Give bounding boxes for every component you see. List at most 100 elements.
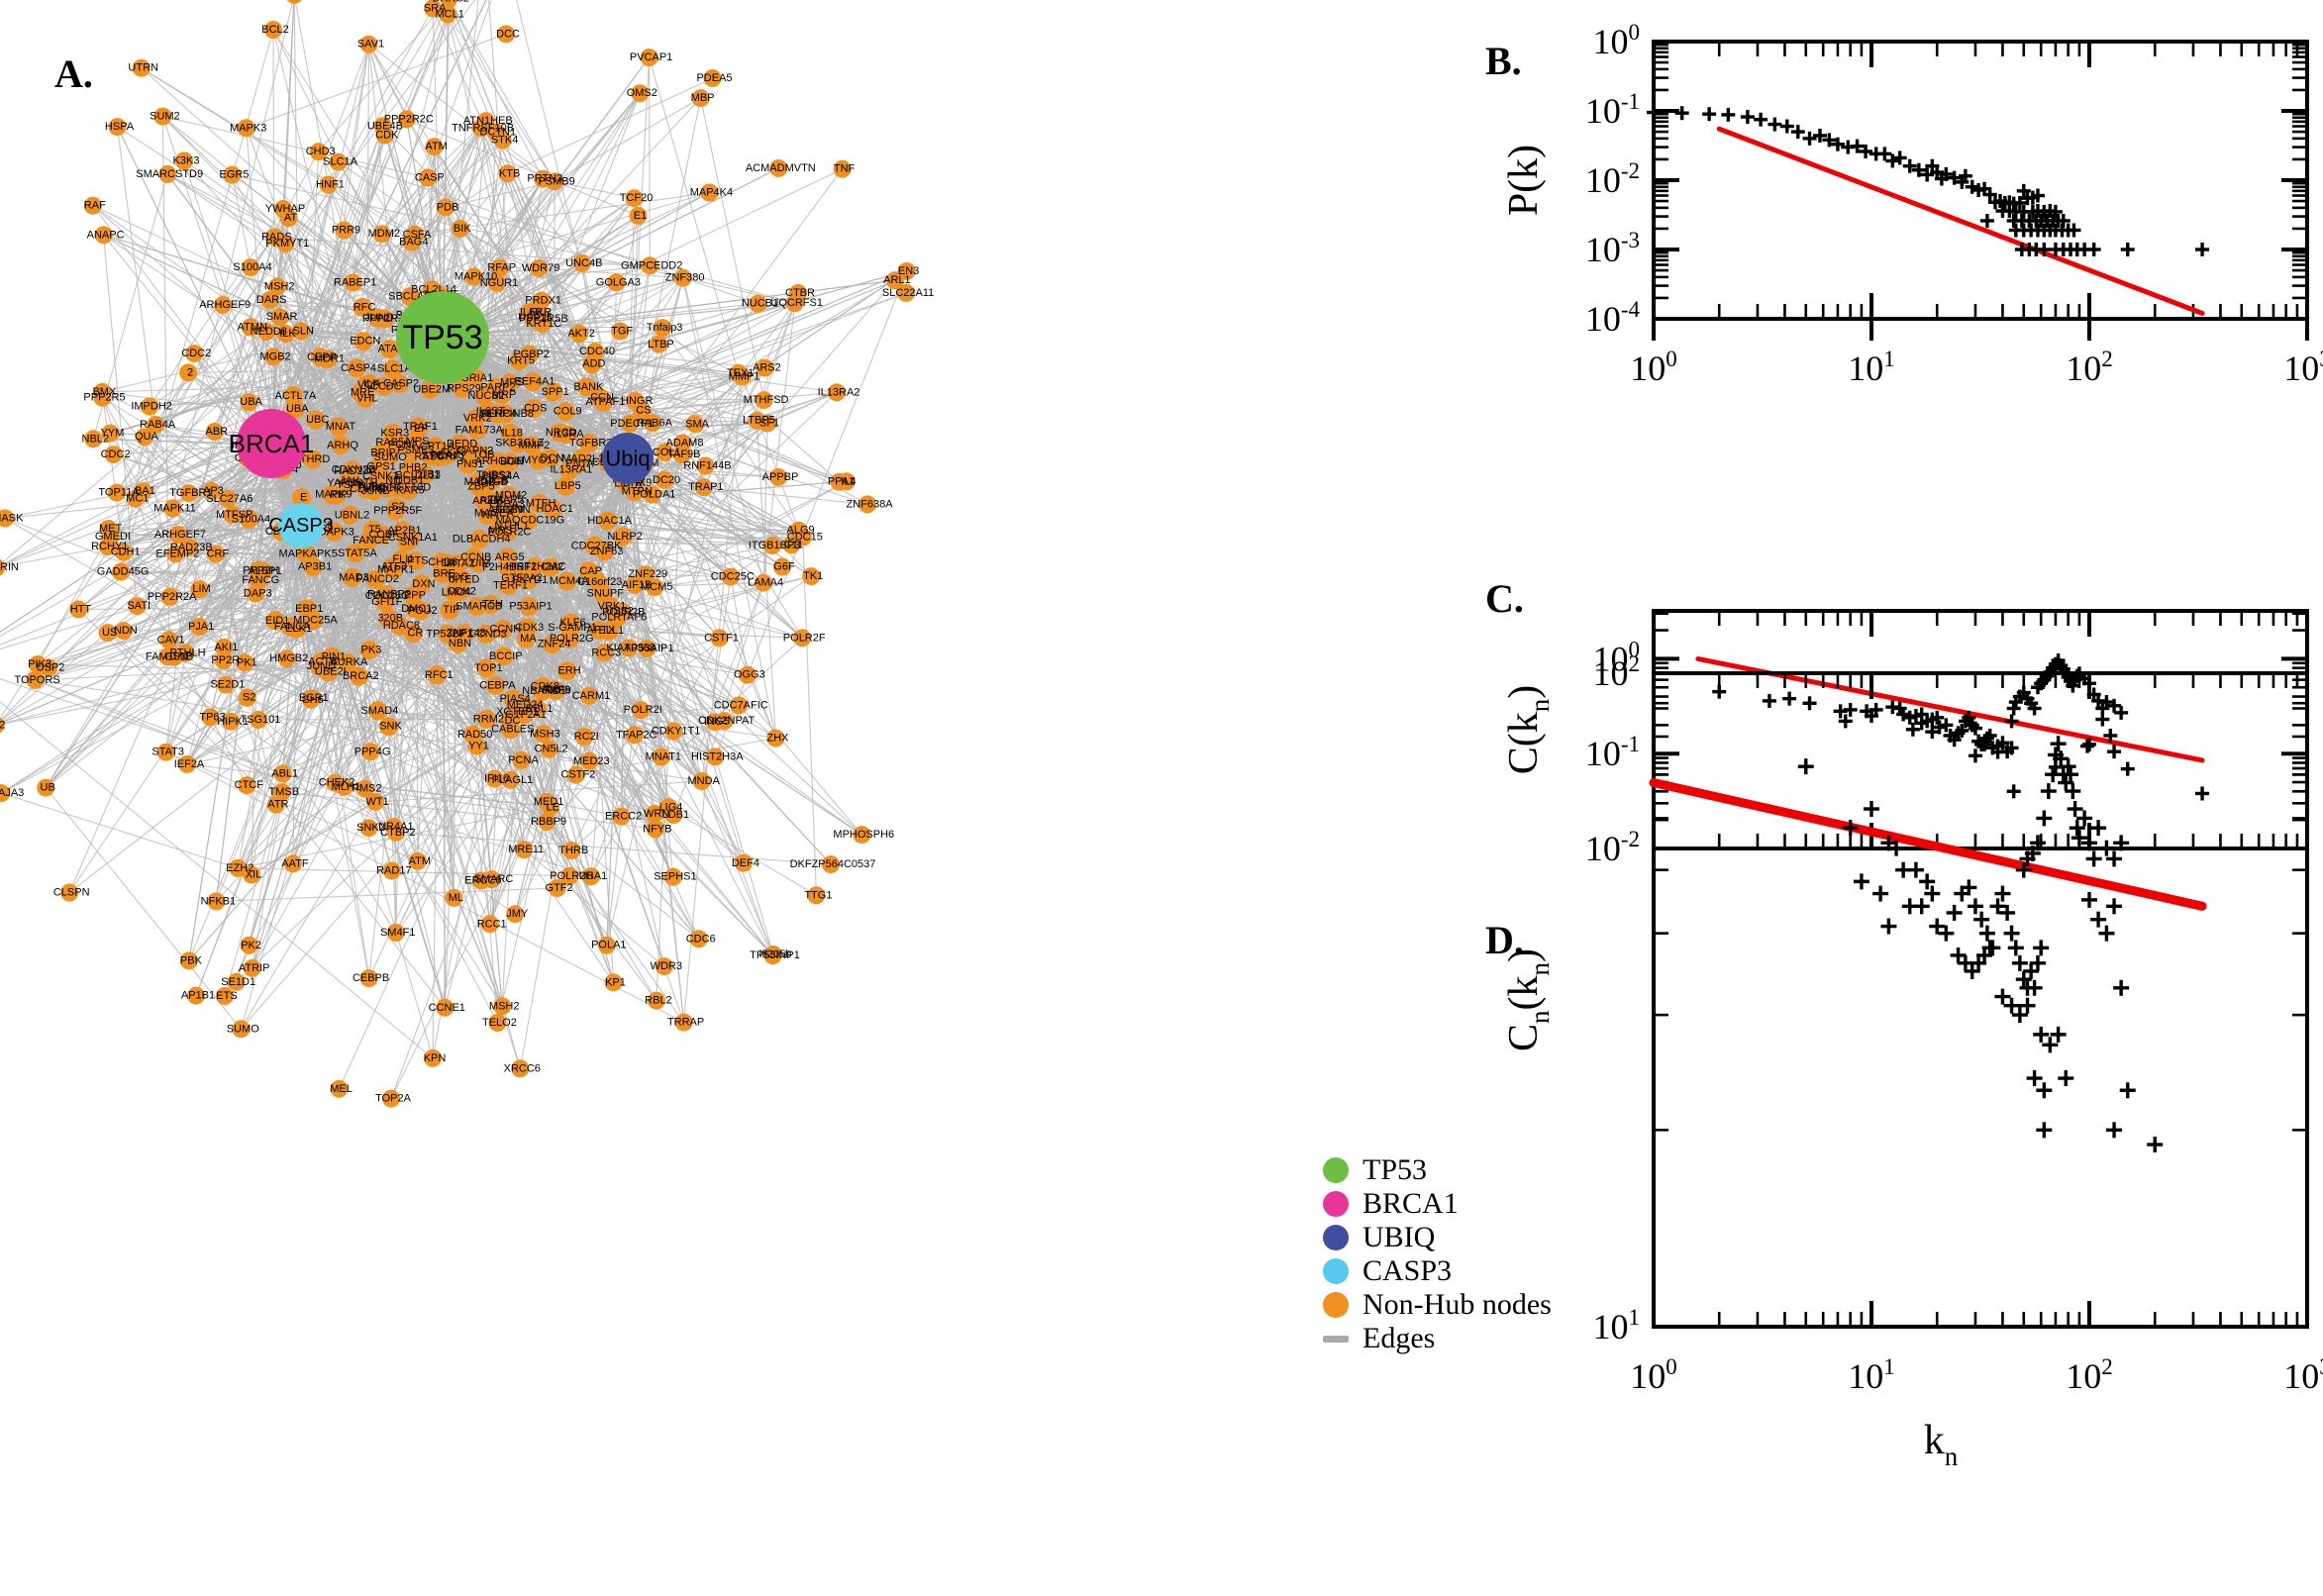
network-node[interactable] — [243, 865, 260, 884]
network-node[interactable] — [232, 1020, 251, 1039]
network-node[interactable] — [598, 511, 618, 531]
network-node[interactable] — [647, 991, 665, 1010]
network-node[interactable] — [738, 665, 757, 684]
network-node[interactable] — [785, 294, 804, 313]
network-node[interactable] — [0, 784, 11, 803]
network-node[interactable] — [104, 446, 123, 464]
network-node[interactable] — [773, 557, 791, 576]
network-node[interactable] — [326, 773, 345, 792]
network-node[interactable] — [518, 511, 538, 531]
network-node[interactable] — [445, 888, 463, 907]
network-node[interactable] — [755, 391, 773, 410]
network-node[interactable] — [202, 481, 221, 500]
network-node[interactable] — [406, 465, 426, 485]
network-node[interactable] — [476, 658, 496, 678]
network-node[interactable] — [240, 936, 258, 954]
network-node[interactable] — [374, 376, 394, 396]
network-node[interactable] — [729, 363, 748, 382]
network-node[interactable] — [562, 842, 581, 860]
network-node[interactable] — [485, 769, 504, 788]
network-node[interactable] — [853, 826, 871, 845]
network-node[interactable] — [405, 599, 425, 619]
network-node[interactable] — [329, 417, 349, 437]
network-node[interactable] — [471, 119, 490, 138]
network-node[interactable] — [382, 861, 401, 880]
network-node[interactable] — [530, 258, 549, 277]
network-node[interactable] — [249, 711, 267, 729]
network-node[interactable] — [897, 283, 916, 302]
network-node[interactable] — [828, 383, 846, 402]
network-node[interactable] — [689, 930, 708, 948]
network-node[interactable] — [533, 681, 553, 701]
network-node[interactable] — [858, 495, 876, 514]
network-node[interactable] — [412, 574, 432, 594]
network-node[interactable] — [365, 569, 385, 589]
network-node[interactable] — [236, 653, 254, 672]
network-node[interactable] — [556, 425, 576, 445]
network-node[interactable] — [477, 709, 496, 729]
network-node[interactable] — [83, 196, 102, 215]
network-node[interactable] — [240, 393, 258, 412]
network-node[interactable] — [287, 619, 306, 639]
network-node[interactable] — [621, 415, 640, 433]
network-node[interactable] — [576, 377, 596, 397]
network-node[interactable] — [686, 415, 705, 434]
network-node[interactable] — [503, 689, 523, 709]
network-node[interactable] — [807, 886, 826, 905]
network-node[interactable] — [436, 998, 454, 1017]
network-node[interactable] — [597, 936, 616, 954]
network-node[interactable] — [498, 576, 518, 595]
network-node[interactable] — [756, 358, 774, 377]
network-node[interactable] — [488, 1014, 507, 1032]
network-node[interactable] — [99, 520, 118, 538]
network-node[interactable] — [512, 751, 531, 769]
network-node[interactable] — [114, 622, 133, 641]
network-node[interactable] — [108, 483, 126, 502]
network-node[interactable] — [437, 198, 455, 217]
network-node[interactable] — [579, 561, 599, 581]
network-node[interactable] — [490, 258, 509, 277]
network-node[interactable] — [543, 635, 561, 654]
network-node[interactable] — [354, 332, 373, 351]
network-node[interactable] — [216, 987, 234, 1005]
network-node[interactable] — [425, 138, 444, 156]
network-node[interactable] — [629, 206, 648, 225]
network-node[interactable] — [595, 542, 615, 561]
network-node[interactable] — [705, 713, 724, 732]
network-node[interactable] — [607, 608, 627, 627]
network-node[interactable] — [292, 488, 312, 508]
network-node[interactable] — [611, 322, 630, 341]
network-node[interactable] — [469, 476, 489, 496]
network-node[interactable] — [273, 764, 292, 783]
network-node[interactable] — [604, 973, 623, 992]
network-node[interactable] — [306, 410, 326, 430]
network-node[interactable] — [467, 421, 487, 441]
network-node[interactable] — [631, 84, 650, 103]
network-node[interactable] — [344, 461, 363, 481]
network-node[interactable] — [498, 557, 518, 577]
network-node[interactable] — [500, 452, 520, 472]
network-node[interactable] — [29, 655, 48, 673]
network-node[interactable] — [260, 291, 279, 310]
network-node[interactable] — [359, 641, 379, 660]
network-node[interactable] — [283, 854, 302, 873]
network-node[interactable] — [542, 798, 560, 817]
network-node[interactable] — [276, 325, 295, 343]
network-node[interactable] — [382, 1089, 400, 1108]
network-node[interactable] — [632, 701, 651, 720]
network-node[interactable] — [440, 600, 459, 620]
network-node[interactable] — [356, 479, 376, 499]
network-node[interactable] — [98, 624, 117, 643]
network-node[interactable] — [309, 143, 328, 161]
network-node[interactable] — [654, 319, 672, 338]
network-graph[interactable]: TAF9BARL5MCM5SMAMAD2L1ALG9MAGEAMCM4ADHX9… — [0, 0, 1436, 1596]
network-node[interactable] — [216, 675, 235, 694]
network-node[interactable] — [710, 629, 729, 648]
network-node[interactable] — [264, 348, 283, 366]
network-node[interactable] — [237, 119, 255, 138]
network-node[interactable] — [643, 485, 661, 504]
network-node[interactable] — [440, 0, 458, 8]
network-node[interactable] — [318, 349, 338, 369]
network-node[interactable] — [557, 571, 577, 591]
network-node[interactable] — [534, 725, 553, 744]
